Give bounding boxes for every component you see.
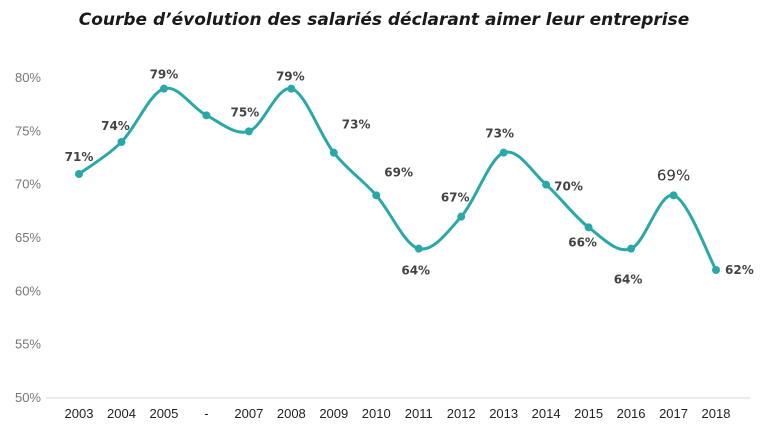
data-point xyxy=(287,84,296,93)
y-tick-label: 60% xyxy=(15,283,41,298)
data-point xyxy=(457,212,466,221)
x-tick-label: - xyxy=(204,406,208,421)
data-label: 64% xyxy=(401,264,430,278)
x-tick-label: 2012 xyxy=(447,406,476,421)
series-line xyxy=(78,86,718,271)
y-tick-label: 80% xyxy=(15,70,41,85)
data-point xyxy=(669,191,678,200)
x-tick-label: 2013 xyxy=(489,406,518,421)
x-tick-label: 2018 xyxy=(702,406,731,421)
data-label: 69% xyxy=(384,165,413,179)
data-point xyxy=(542,180,551,189)
y-tick-label: 50% xyxy=(15,390,41,405)
data-label: 73% xyxy=(485,127,514,141)
x-tick-label: 2015 xyxy=(574,406,603,421)
data-point xyxy=(414,244,423,253)
data-point xyxy=(372,191,381,200)
data-label: 64% xyxy=(614,273,643,287)
data-label: 66% xyxy=(568,235,597,249)
data-point xyxy=(329,148,338,157)
y-tick-label: 75% xyxy=(15,123,41,138)
data-label: 73% xyxy=(342,118,371,132)
x-tick-label: 2014 xyxy=(532,406,561,421)
x-tick-label: 2008 xyxy=(277,406,306,421)
x-tick-label: 2005 xyxy=(149,406,178,421)
data-label: 62% xyxy=(725,263,754,277)
x-tick-label: 2003 xyxy=(65,406,94,421)
data-label: 67% xyxy=(441,191,470,205)
x-tick-label: 2017 xyxy=(659,406,688,421)
chart-title: Courbe d’évolution des salariés déclaran… xyxy=(78,10,690,30)
data-point xyxy=(499,148,508,157)
data-label: 70% xyxy=(554,180,583,194)
data-label: 69% xyxy=(657,166,690,184)
data-label: 74% xyxy=(101,119,130,133)
y-tick-label: 65% xyxy=(15,230,41,245)
data-point xyxy=(202,111,211,120)
x-tick-label: 2016 xyxy=(617,406,646,421)
x-tick-label: 2004 xyxy=(107,406,136,421)
data-point xyxy=(712,266,720,274)
x-tick-label: 2010 xyxy=(362,406,391,421)
data-label: 79% xyxy=(276,70,305,84)
x-tick-label: 2009 xyxy=(319,406,348,421)
data-point xyxy=(244,127,253,136)
x-tick-label: 2011 xyxy=(405,406,433,421)
y-tick-label: 55% xyxy=(15,337,41,352)
x-tick-label: 2007 xyxy=(234,406,263,421)
data-point xyxy=(117,138,126,146)
y-tick-label: 70% xyxy=(15,177,41,192)
data-point xyxy=(584,223,593,232)
data-point xyxy=(159,84,168,93)
data-point xyxy=(75,170,83,178)
data-label: 75% xyxy=(230,105,259,119)
data-label: 71% xyxy=(65,150,94,164)
data-point xyxy=(627,244,636,253)
data-label: 79% xyxy=(150,68,179,82)
